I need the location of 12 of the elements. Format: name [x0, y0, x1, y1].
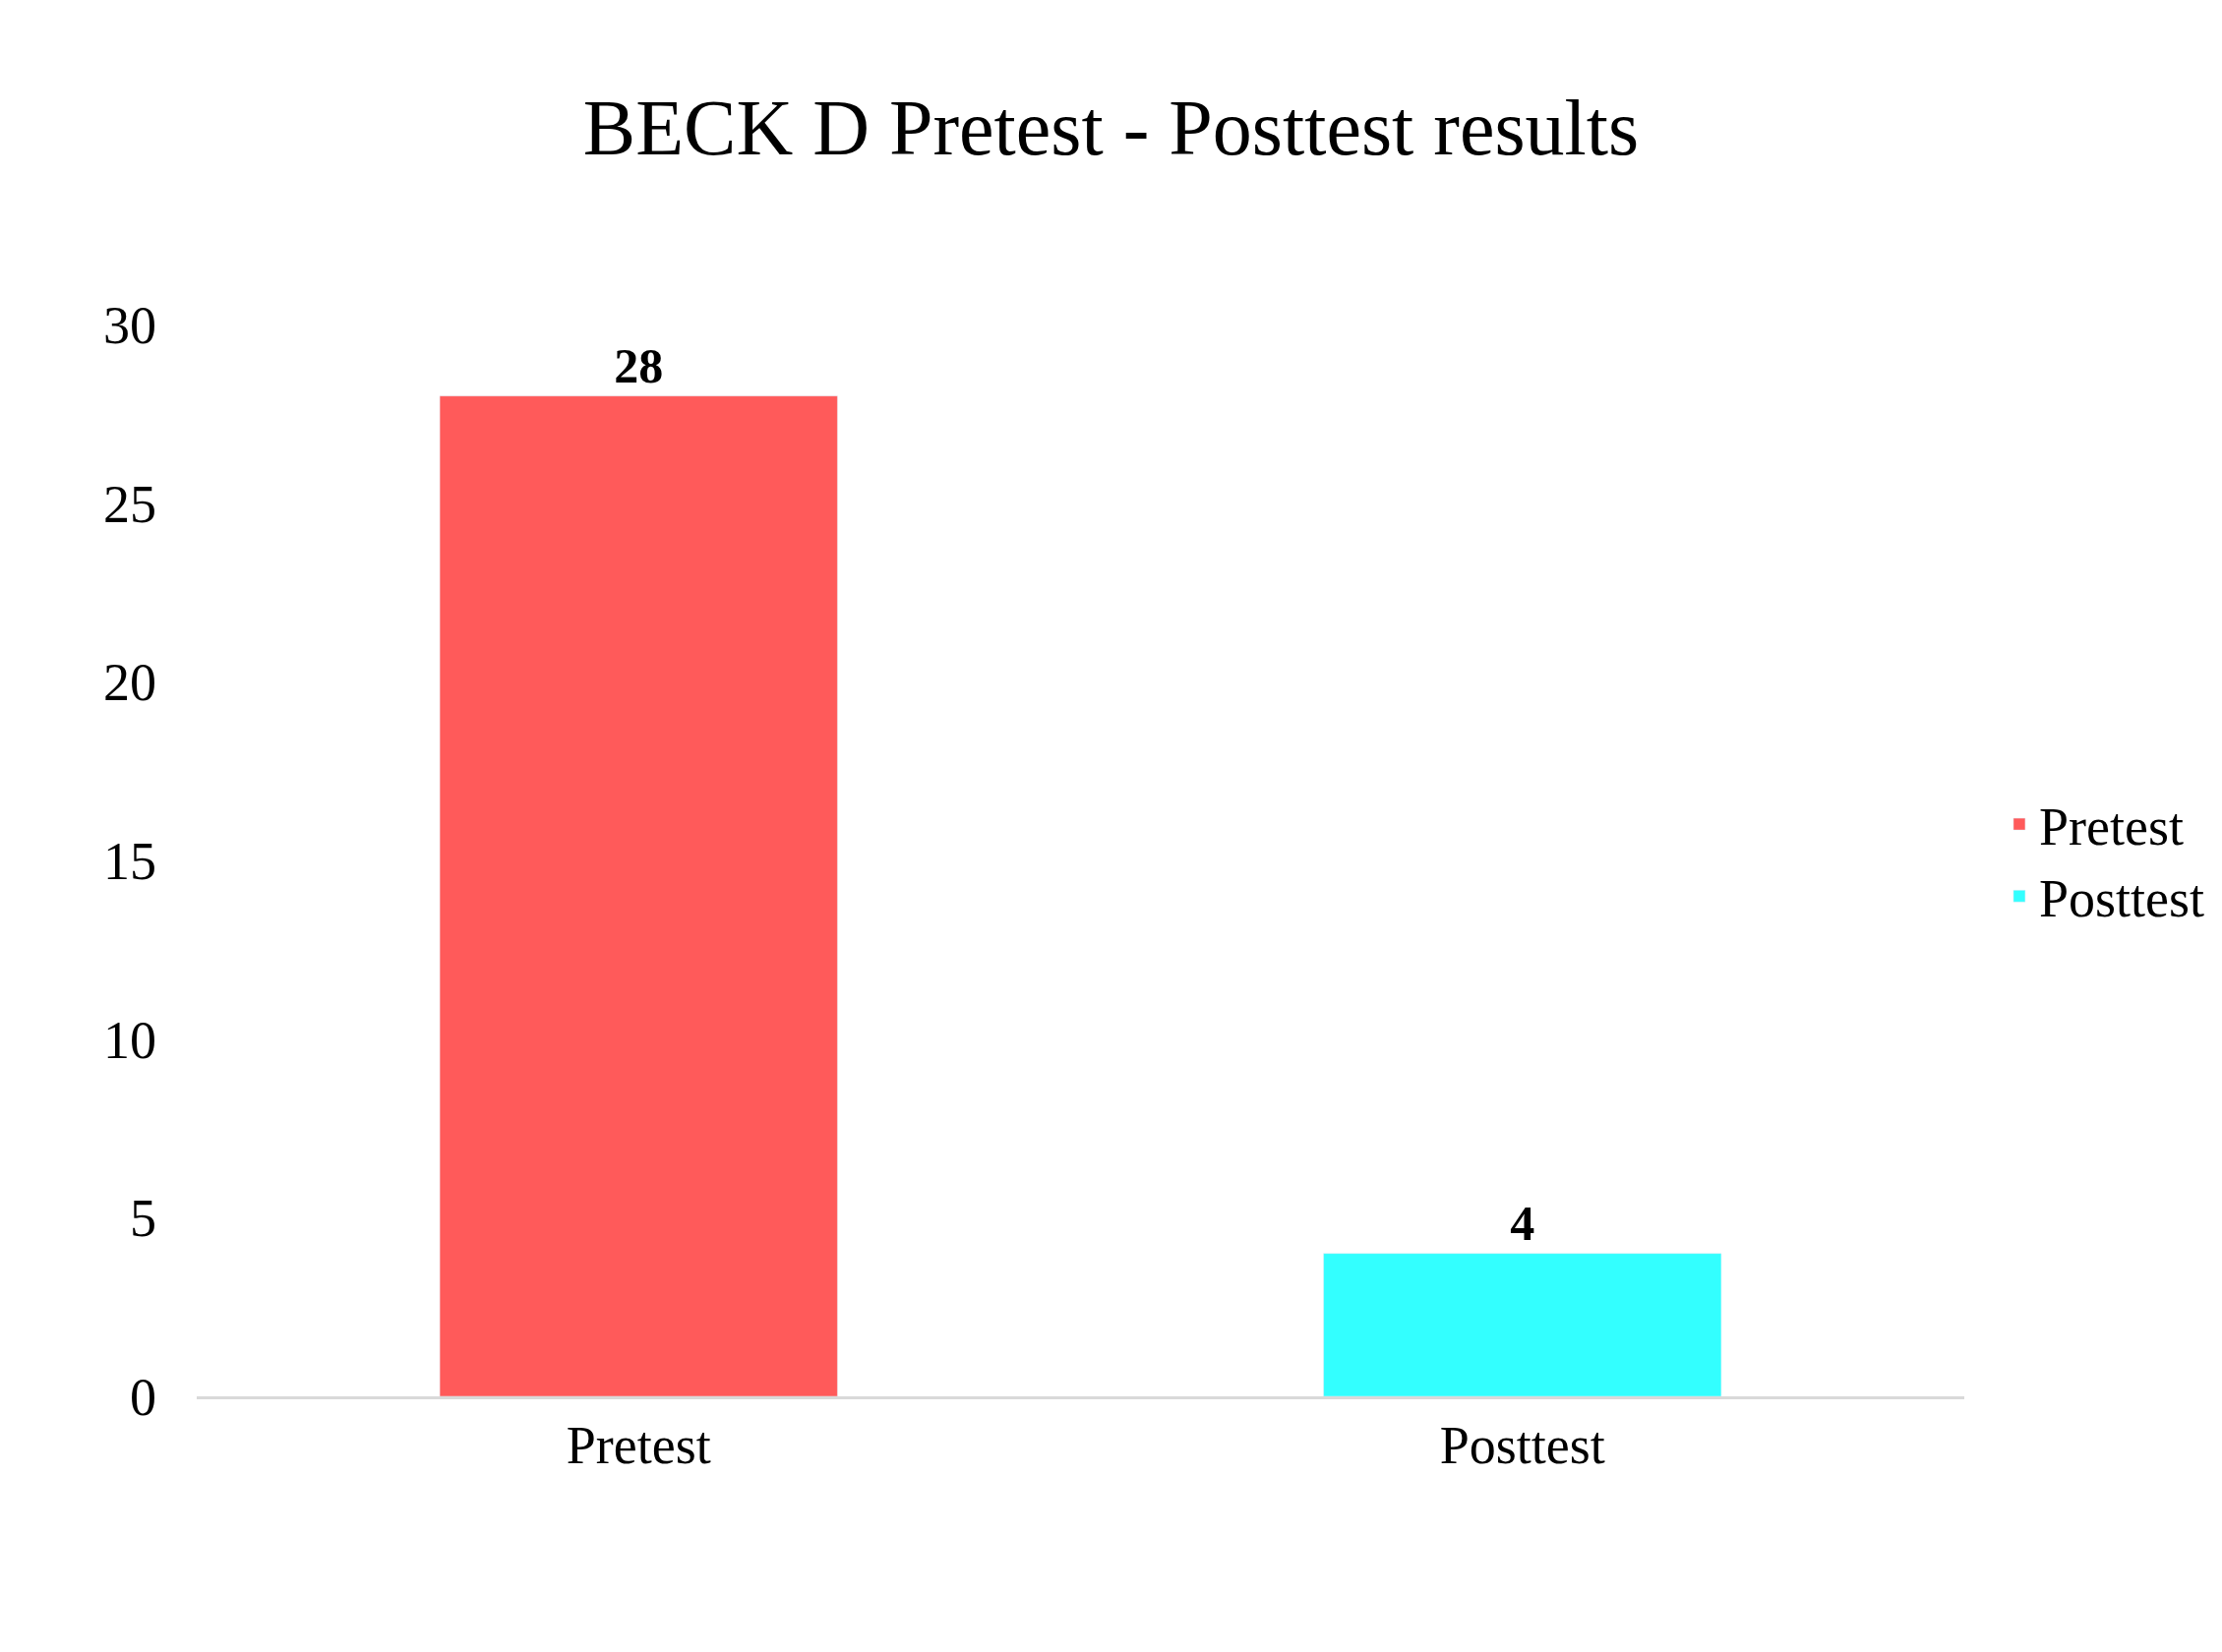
data-label: 4 [1510, 1195, 1535, 1251]
data-label: 28 [614, 337, 664, 393]
legend-label: Pretest [2038, 797, 2184, 857]
y-tick-label: 15 [103, 831, 156, 891]
chart-title: BECK D Pretest - Posttest results [582, 84, 1640, 171]
y-tick-label: 25 [103, 474, 156, 534]
legend-label: Posttest [2038, 869, 2204, 929]
y-tick-label: 10 [103, 1010, 156, 1070]
y-tick-label: 0 [130, 1367, 156, 1427]
y-tick-label: 30 [103, 295, 156, 355]
y-tick-label: 5 [130, 1189, 156, 1249]
y-tick-label: 20 [103, 653, 156, 713]
